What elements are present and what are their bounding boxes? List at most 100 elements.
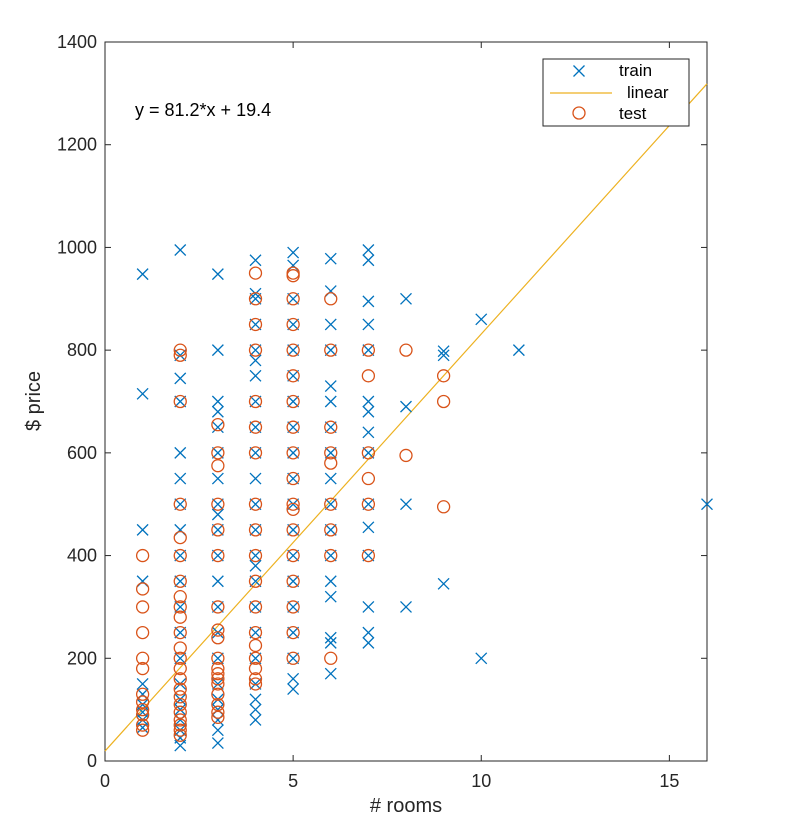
- train-point: [324, 380, 337, 393]
- legend-test-marker: [572, 106, 586, 120]
- test-point: [248, 523, 263, 537]
- train-point: [287, 369, 300, 382]
- test-point: [399, 343, 413, 357]
- train-point: [249, 344, 262, 357]
- train-point: [287, 498, 300, 511]
- y-tick-label: 0: [87, 751, 97, 771]
- train-point: [249, 292, 262, 305]
- test-point: [135, 687, 150, 701]
- test-point: [135, 708, 150, 722]
- train-point: [437, 345, 450, 358]
- train-point: [211, 693, 224, 706]
- x-tick-label: 5: [288, 771, 298, 791]
- train-point: [249, 421, 262, 434]
- test-point: [173, 718, 187, 732]
- train-point: [211, 626, 224, 639]
- train-point: [174, 549, 187, 562]
- test-point: [211, 667, 225, 681]
- test-point: [248, 672, 263, 686]
- train-point: [437, 577, 450, 590]
- test-point: [211, 687, 225, 701]
- test-point: [211, 600, 225, 614]
- train-point: [211, 344, 224, 357]
- y-tick-label: 600: [67, 443, 97, 463]
- fit-line-path: [104, 83, 708, 752]
- train-point: [324, 498, 337, 511]
- test-point: [436, 369, 451, 383]
- train-point: [287, 344, 300, 357]
- train-point: [174, 244, 187, 256]
- train-point: [324, 395, 337, 408]
- test-point: [173, 497, 187, 511]
- test-point: [361, 369, 376, 383]
- test-point: [211, 672, 225, 686]
- test-point: [248, 394, 263, 409]
- test-point: [324, 292, 338, 306]
- train-point: [174, 626, 187, 639]
- train-point: [136, 721, 149, 734]
- train-point: [249, 703, 262, 716]
- test-point: [173, 625, 187, 640]
- test-point: [286, 651, 300, 665]
- train-point: [324, 631, 337, 644]
- y-tick-label: 1400: [57, 32, 97, 52]
- train-point: [475, 313, 488, 326]
- test-point: [248, 343, 263, 357]
- train-point: [324, 472, 337, 485]
- train-point: [324, 636, 337, 649]
- train-point: [362, 446, 375, 459]
- test-point: [173, 661, 187, 676]
- train-point: [249, 693, 262, 706]
- test-point: [248, 661, 263, 676]
- train-point: [287, 672, 300, 685]
- train-point: [211, 508, 224, 521]
- train-point: [324, 523, 337, 536]
- test-point: [135, 600, 150, 614]
- test-point: [324, 548, 338, 563]
- x-tick-label: 0: [100, 771, 110, 791]
- test-point: [173, 590, 187, 604]
- test-point: [361, 548, 376, 563]
- train-point: [174, 498, 187, 511]
- test-point: [173, 672, 187, 686]
- test-point: [211, 705, 225, 719]
- train-point: [324, 446, 337, 459]
- test-point: [173, 610, 187, 624]
- train-point: [362, 318, 375, 331]
- y-tick-label: 1000: [57, 237, 97, 257]
- test-point: [173, 641, 187, 655]
- train-point: [249, 369, 262, 382]
- train-point: [211, 472, 224, 485]
- test-point: [361, 446, 376, 460]
- train-point: [211, 421, 224, 434]
- train-point: [174, 739, 187, 752]
- test-point: [324, 497, 338, 511]
- train-point: [174, 652, 187, 665]
- test-point: [286, 502, 300, 517]
- test-point: [286, 343, 300, 357]
- test-point: [324, 651, 338, 665]
- test-point: [248, 677, 263, 691]
- test-point: [286, 574, 300, 588]
- fit-equation-annotation: y = 81.2*x + 19.4: [135, 100, 271, 120]
- test-point: [173, 723, 187, 737]
- test-point: [286, 369, 300, 383]
- train-point: [211, 737, 224, 749]
- test-point: [324, 523, 338, 537]
- test-point: [286, 523, 300, 537]
- train-point: [287, 446, 300, 459]
- legend-test-label: test: [619, 104, 647, 123]
- test-point: [248, 446, 263, 460]
- test-point: [286, 548, 300, 563]
- plot-frame: [104, 41, 708, 762]
- test-point: [286, 446, 300, 460]
- test-point: [211, 459, 225, 473]
- train-point: [324, 421, 337, 434]
- test-point: [173, 697, 187, 712]
- plot-box: [104, 41, 708, 762]
- axis-ticks: [104, 41, 707, 762]
- test-point: [135, 548, 150, 563]
- fit-line: [104, 83, 708, 752]
- test-points: [135, 266, 451, 742]
- train-point: [249, 713, 262, 726]
